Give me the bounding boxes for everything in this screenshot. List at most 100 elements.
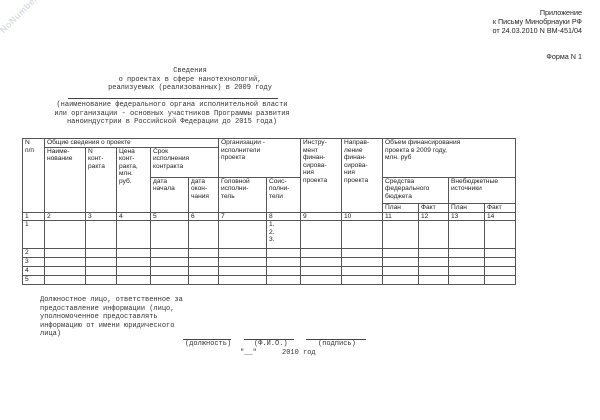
column-number: 7 <box>218 211 267 222</box>
table-cell <box>44 248 86 259</box>
fio-line <box>244 339 294 340</box>
table-cell <box>85 220 117 250</box>
position-caption: (должность) <box>185 340 232 348</box>
header-head: Головной исполни- тель <box>218 176 267 213</box>
table-cell <box>85 257 117 268</box>
column-number: 10 <box>341 211 383 222</box>
annex-line: от 24.03.2010 N ВМ-451/04 <box>492 26 582 35</box>
annex-header: Приложение к Письму Минобрнауки РФ от 24… <box>493 8 582 35</box>
table-cell <box>44 266 86 277</box>
table-cell <box>188 266 219 277</box>
table-cell <box>484 248 516 259</box>
table-cell <box>218 248 267 259</box>
table-cell <box>448 220 485 250</box>
table-cell <box>218 275 267 286</box>
table-cell <box>116 257 151 268</box>
header-plan: План <box>382 202 419 213</box>
table-cell <box>382 220 419 250</box>
table-cell <box>188 257 219 268</box>
table-cell <box>44 220 86 250</box>
header-volume: Объем финансирования проекта в 2009 году… <box>382 138 516 178</box>
form-number: Форма N 1 <box>546 52 582 61</box>
table-cell <box>266 266 301 277</box>
responsible-person-label: Должностное лицо, ответственное за предо… <box>40 296 183 338</box>
column-number: 12 <box>418 211 449 222</box>
row-number: 4 <box>22 266 45 277</box>
table-cell <box>484 257 516 268</box>
table-cell <box>382 275 419 286</box>
document-title: Сведения о проектах в сфере нанотехнологи… <box>100 67 280 93</box>
table-cell <box>341 257 383 268</box>
title-line: Сведения <box>173 67 207 75</box>
date-field: "__" 2010 год <box>240 349 316 357</box>
table-cell <box>44 275 86 286</box>
header-n: N п/п <box>22 138 45 213</box>
table-cell <box>484 266 516 277</box>
table-cell <box>188 220 219 250</box>
table-cell <box>116 266 151 277</box>
header-general: Общие сведения о проекте <box>44 138 219 148</box>
header-start: дата начала <box>150 176 189 213</box>
header-plan: План <box>448 202 485 213</box>
column-number: 5 <box>150 211 189 222</box>
table-cell <box>85 248 117 259</box>
header-fact: Факт <box>418 202 449 213</box>
row-number: 2 <box>22 248 45 259</box>
table-cell <box>218 257 267 268</box>
column-number: 8 <box>266 211 301 222</box>
header-term: Срок исполнения контракта <box>150 146 219 178</box>
header-tool: Инстру- мент финан- сирова- ния проекта <box>300 138 342 213</box>
fio-caption: (Ф.И.О.) <box>254 340 288 348</box>
header-name: Наиме- нование <box>44 146 86 213</box>
row-number: 1 <box>22 220 45 250</box>
table-cell <box>418 275 449 286</box>
table-cell <box>300 275 342 286</box>
table-row: 5 <box>22 275 516 286</box>
table-cell <box>150 275 189 286</box>
org-name-line <box>68 98 278 99</box>
table-cell <box>85 266 117 277</box>
table-cell <box>150 220 189 250</box>
table-cell <box>341 266 383 277</box>
table-cell <box>266 257 301 268</box>
table-cell <box>218 266 267 277</box>
title-line: реализуемых (реализованных) в 2009 году <box>108 84 272 92</box>
table-row: 4 <box>22 266 516 277</box>
table-cell <box>341 248 383 259</box>
column-number: 3 <box>85 211 117 222</box>
header-contract: N конт- ракта <box>85 146 117 213</box>
header-end: дата окон- чания <box>188 176 219 213</box>
header-orgs: Организации - исполнители проекта <box>218 138 301 178</box>
table-cell <box>266 275 301 286</box>
watermark: NoNumber.ru <box>0 0 48 36</box>
table-cell <box>300 248 342 259</box>
row-number: 5 <box>22 275 45 286</box>
table-cell <box>116 275 151 286</box>
table-cell <box>418 220 449 250</box>
header-direction: Направ- ление финан- сирова- ния проекта <box>341 138 383 213</box>
table-cell <box>116 220 151 250</box>
table-cell <box>150 248 189 259</box>
table-cell <box>484 220 516 250</box>
table-cell <box>188 248 219 259</box>
table-cell <box>266 248 301 259</box>
table-row: 2 <box>22 248 516 259</box>
row-number: 3 <box>22 257 45 268</box>
table-cell <box>150 257 189 268</box>
table-cell <box>448 266 485 277</box>
table-cell <box>382 248 419 259</box>
title-line: о проектах в сфере нанотехнологий, <box>118 75 262 84</box>
header-fact: Факт <box>484 202 516 213</box>
table-cell <box>418 248 449 259</box>
signature-caption: (подпись) <box>318 340 356 348</box>
annex-line: Приложение <box>539 8 582 17</box>
column-number: 1 <box>22 211 45 222</box>
header-extra: Внебюджетные источники <box>448 176 516 204</box>
header-fed: Средства федерального бюджета <box>382 176 449 204</box>
org-name-caption: (наименование федерального органа исполн… <box>54 101 290 126</box>
table-cell <box>448 248 485 259</box>
table-cell <box>448 275 485 286</box>
table-cell <box>448 257 485 268</box>
table-cell <box>341 220 383 250</box>
table-cell <box>382 257 419 268</box>
